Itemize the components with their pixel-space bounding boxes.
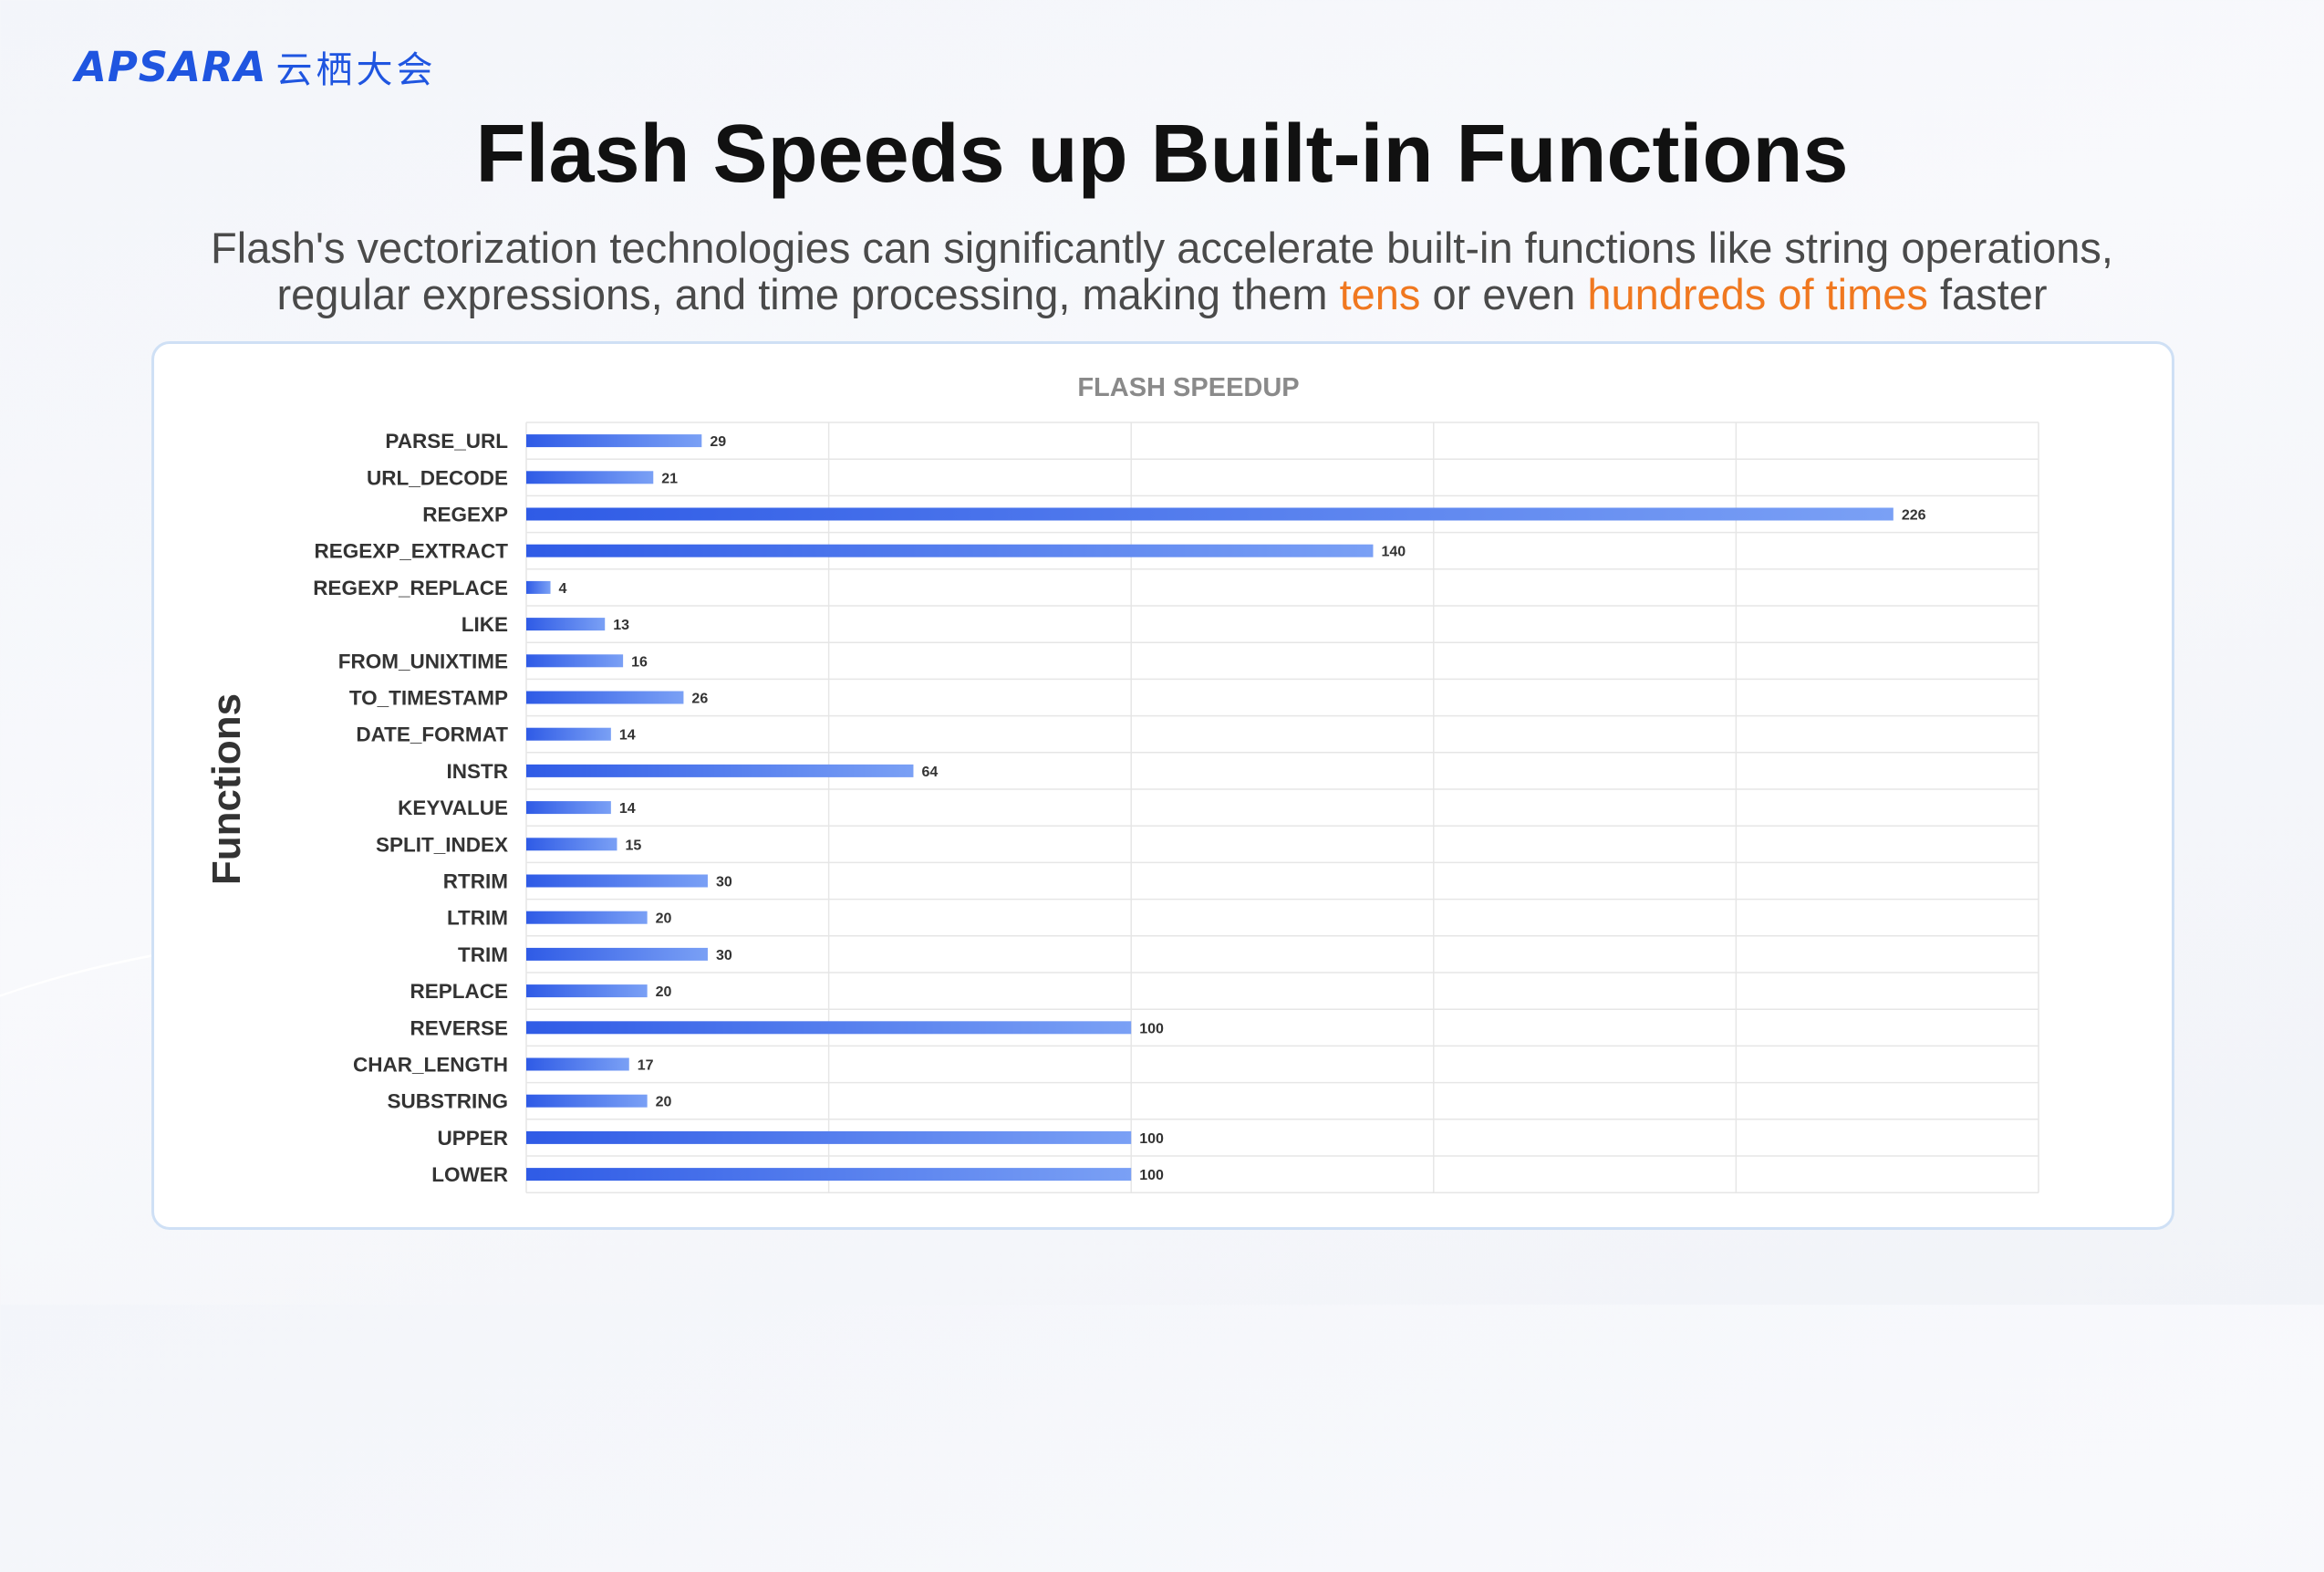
value-label: 100 (1139, 1131, 1164, 1147)
category-label: KEYVALUE (398, 796, 508, 819)
bar (526, 947, 708, 961)
value-label: 140 (1381, 545, 1406, 560)
bar (526, 764, 914, 777)
value-label: 226 (1902, 508, 1926, 524)
category-label: URL_DECODE (367, 466, 508, 489)
category-label: REGEXP (422, 504, 508, 526)
bar (526, 654, 624, 668)
subtitle-highlight-tens: tens (1339, 270, 1421, 318)
value-label: 21 (661, 471, 678, 486)
category-label: LTRIM (447, 907, 508, 930)
category-label: UPPER (437, 1127, 508, 1150)
value-label: 100 (1139, 1168, 1164, 1183)
bar (526, 434, 702, 448)
bar (526, 874, 708, 888)
subtitle-line-2: regular expressions, and time processing… (182, 271, 2142, 318)
value-label: 30 (716, 948, 732, 963)
value-label: 20 (656, 911, 672, 927)
bar (526, 801, 611, 815)
value-label: 17 (638, 1058, 654, 1074)
category-label: LIKE (462, 613, 508, 636)
bar (526, 1168, 1132, 1182)
category-label: REVERSE (410, 1016, 508, 1039)
bar (526, 1094, 648, 1108)
bar (526, 1130, 1132, 1144)
category-label: LOWER (431, 1163, 508, 1186)
value-label: 29 (710, 434, 726, 450)
value-label: 15 (625, 838, 641, 853)
logo-chinese-text: 云栖大会 (275, 49, 437, 91)
bar (526, 507, 1893, 521)
label-layer: PARSE_URL 29 URL_DECODE 21 REGEXP 226 REGEXP_E… (313, 430, 1925, 1186)
category-label: CHAR_LENGTH (353, 1054, 508, 1077)
subtitle-line-1: Flash's vectorization technologies can s… (211, 224, 2113, 272)
page-title: Flash Speeds up Built-in Functions (475, 109, 1849, 200)
bar (526, 984, 648, 998)
bar (526, 838, 617, 851)
grid-layer (525, 422, 2039, 1193)
subtitle-text-post: faster (1927, 270, 2048, 318)
category-label: TRIM (458, 943, 508, 966)
logo-wordmark: APSARA (75, 42, 267, 91)
subtitle-text-pre: regular expressions, and time processing… (276, 270, 1340, 318)
value-label: 13 (613, 618, 629, 633)
bar (526, 580, 551, 594)
category-label: REGEXP_REPLACE (313, 577, 508, 599)
subtitle-text-mid: or even (1420, 270, 1588, 318)
bar (526, 911, 648, 924)
value-label: 14 (619, 728, 636, 744)
category-label: TO_TIMESTAMP (349, 687, 508, 710)
category-label: PARSE_URL (385, 430, 508, 453)
category-label: SPLIT_INDEX (376, 833, 508, 856)
category-label: REGEXP_EXTRACT (314, 540, 508, 563)
bar-layer (526, 434, 1893, 1182)
y-axis-title: Functions (204, 693, 249, 885)
bar (526, 691, 684, 704)
value-label: 64 (921, 765, 938, 780)
apsara-logo: APSARA 云栖大会 (75, 42, 437, 92)
value-label: 14 (619, 801, 636, 817)
value-label: 4 (559, 581, 567, 597)
value-label: 100 (1139, 1021, 1164, 1036)
category-label: FROM_UNIXTIME (338, 650, 508, 672)
bar (526, 727, 611, 741)
bar (526, 471, 654, 484)
chart-title: FLASH SPEEDUP (1077, 373, 1299, 402)
bar (526, 1021, 1132, 1035)
category-label: REPLACE (410, 980, 508, 1003)
subtitle-highlight-hundreds: hundreds of times (1587, 270, 1928, 318)
bar (526, 618, 606, 631)
value-label: 30 (716, 875, 732, 890)
bar (526, 1057, 629, 1071)
value-label: 26 (691, 692, 708, 707)
bar (526, 544, 1374, 557)
speedup-bar-chart: FLASH SPEEDUP Functions PARSE_URL 29 URL_D… (204, 373, 2039, 1193)
chart-panel: FLASH SPEEDUP Functions PARSE_URL 29 URL_D… (151, 341, 2174, 1230)
category-label: RTRIM (443, 870, 508, 893)
category-label: DATE_FORMAT (356, 724, 508, 746)
value-label: 16 (631, 654, 648, 670)
category-label: INSTR (447, 760, 509, 783)
value-label: 20 (656, 984, 672, 1000)
page-subtitle: Flash's vectorization technologies can s… (182, 224, 2142, 318)
category-label: SUBSTRING (387, 1090, 508, 1113)
value-label: 20 (656, 1095, 672, 1110)
